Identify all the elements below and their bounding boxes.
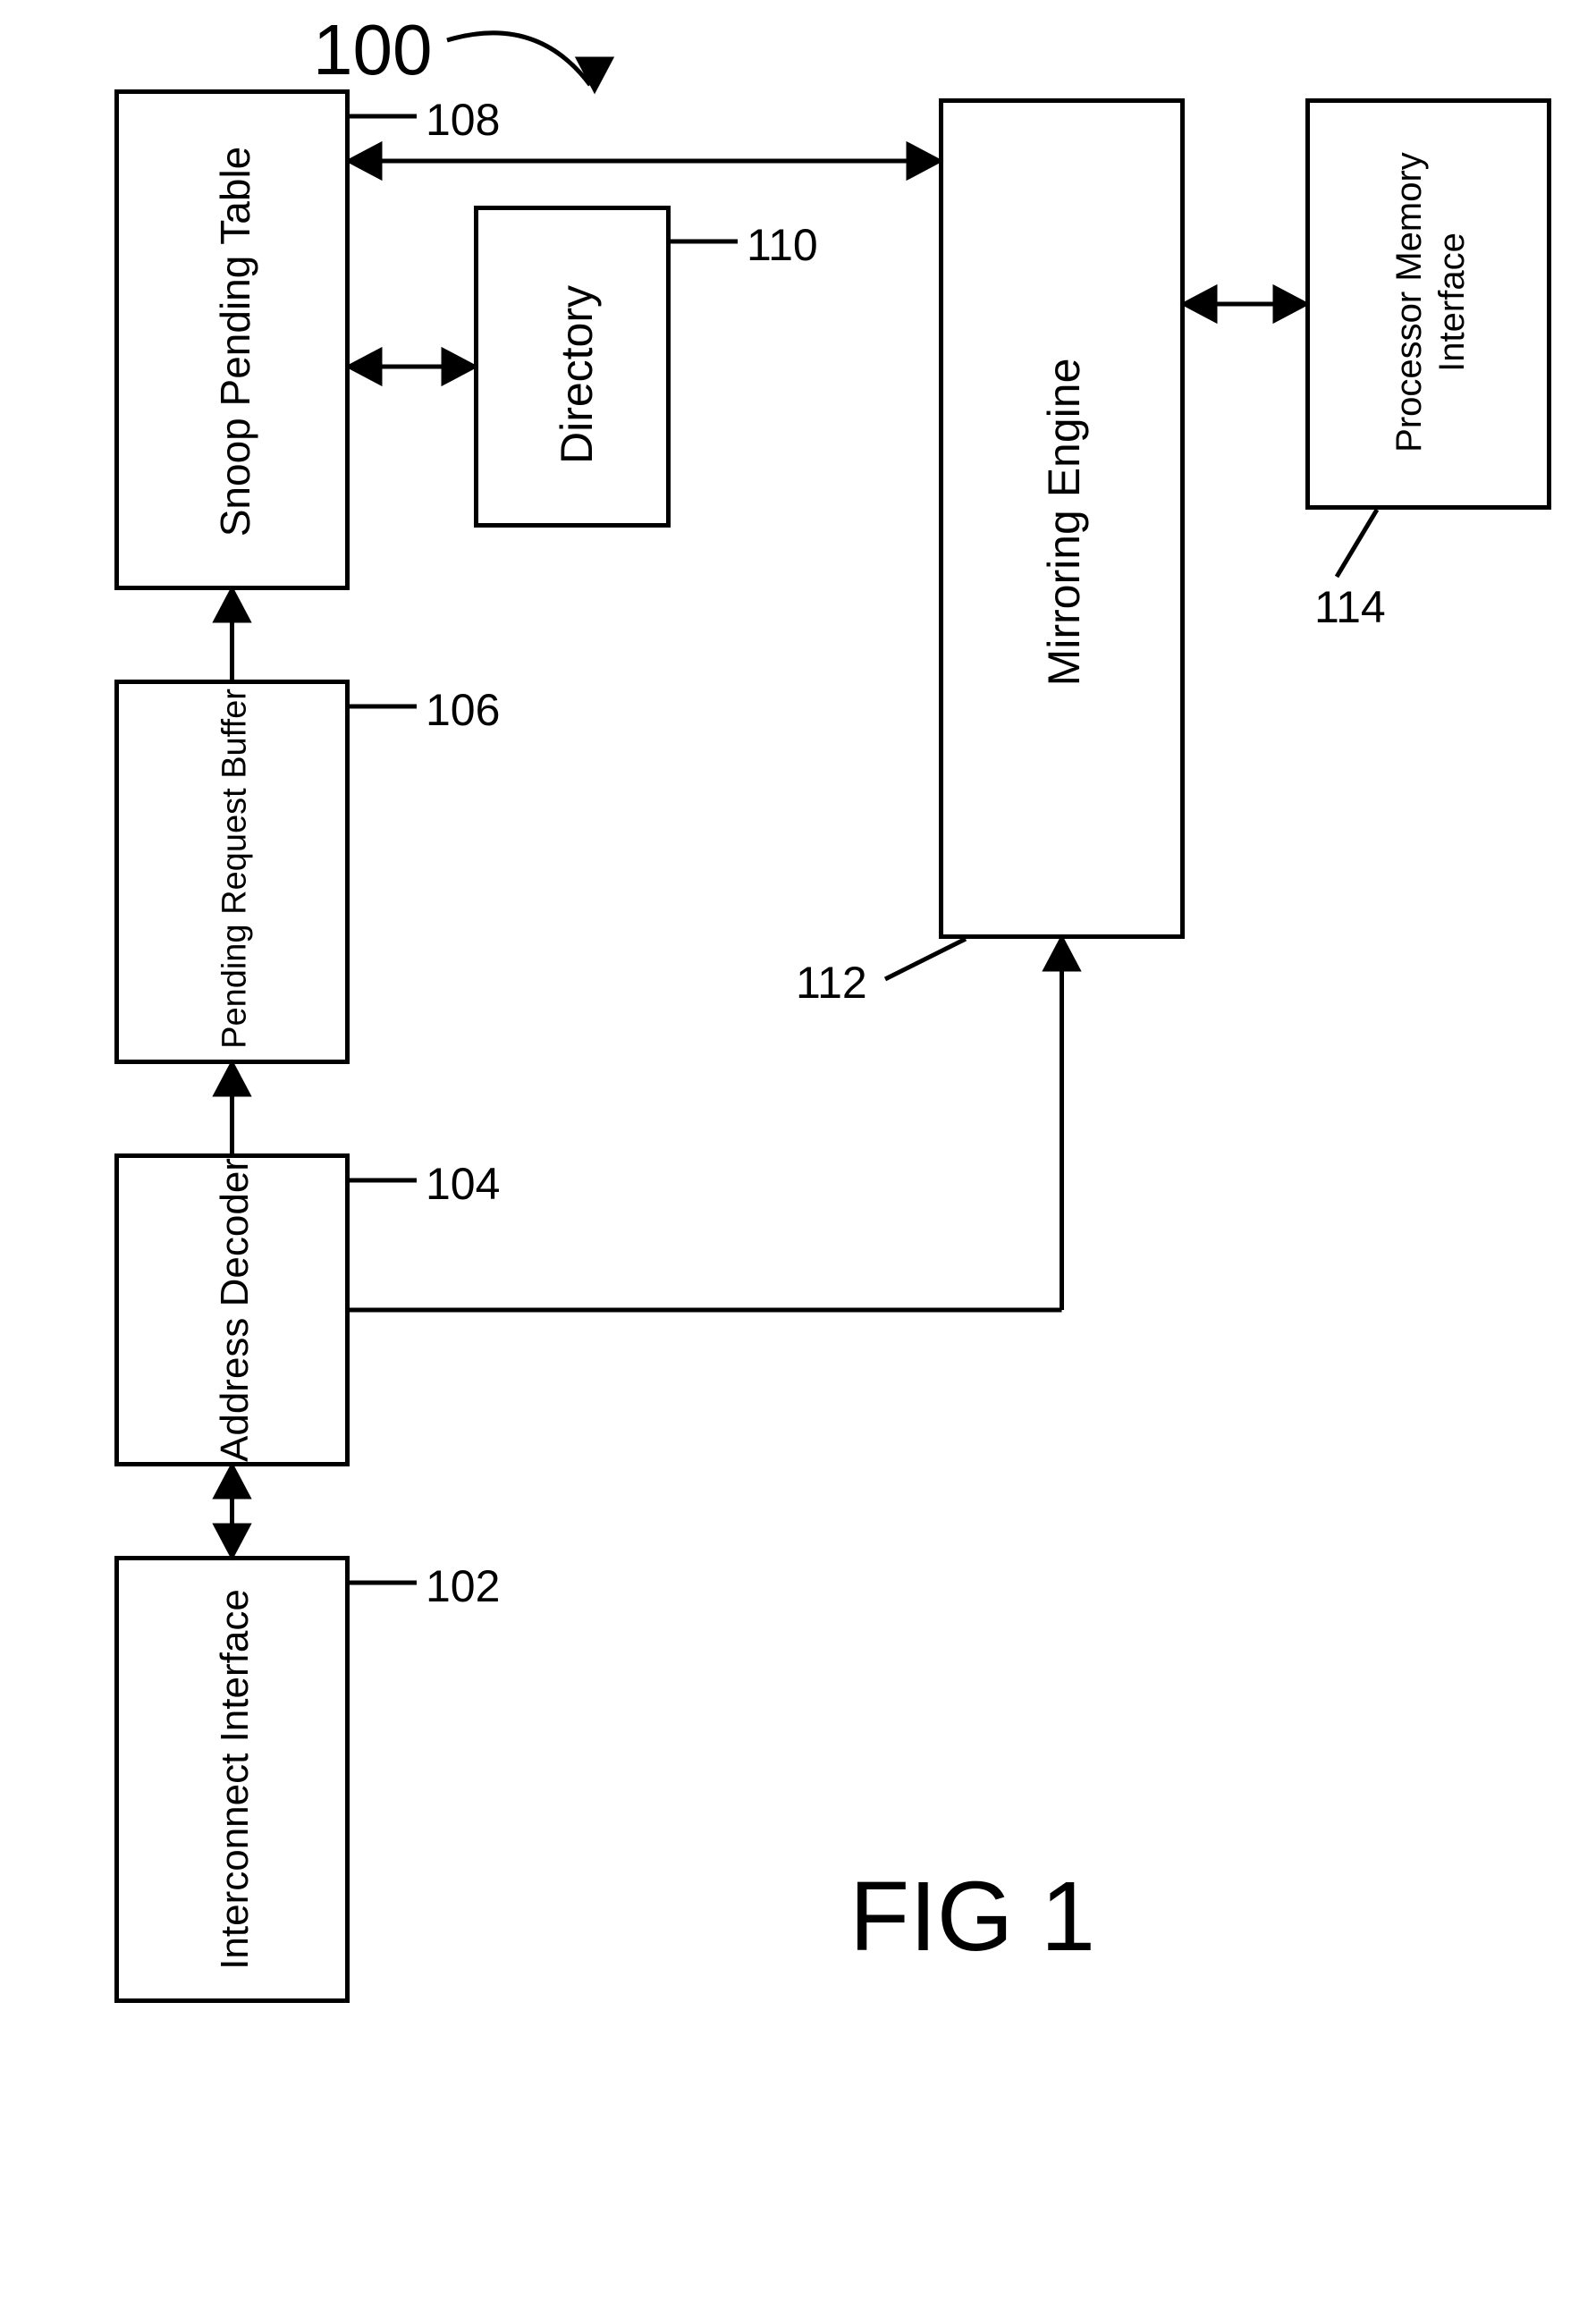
ref-110: 110 xyxy=(747,219,818,271)
mirroring-engine-label: Mirroring Engine xyxy=(1038,321,1090,723)
mirroring-engine-box: Mirroring Engine xyxy=(939,98,1185,939)
snoop-pending-table-box: Snoop Pending Table xyxy=(114,89,350,590)
directory-label: Directory xyxy=(551,241,603,509)
ref-106: 106 xyxy=(426,684,500,736)
directory-box: Directory xyxy=(474,206,671,528)
interconnect-interface-box: Interconnect Interface xyxy=(114,1556,350,2003)
interconnect-interface-label: Interconnect Interface xyxy=(213,1560,258,1998)
ref-102: 102 xyxy=(426,1560,500,1612)
address-decoder-label: Address Decoder xyxy=(213,1118,258,1502)
pending-request-buffer-label: Pending Request Buffer xyxy=(216,672,255,1066)
figure-ref-100: 100 xyxy=(313,9,432,91)
snoop-pending-table-label: Snoop Pending Table xyxy=(211,91,259,592)
ref-108: 108 xyxy=(426,94,500,146)
figure-title: FIG 1 xyxy=(849,1860,1095,1973)
ref-112: 112 xyxy=(796,957,867,1009)
pending-request-buffer-box: Pending Request Buffer xyxy=(114,680,350,1064)
address-decoder-box: Address Decoder xyxy=(114,1153,350,1466)
ref-114: 114 xyxy=(1314,581,1386,633)
processor-memory-interface-label: Processor Memory Interface xyxy=(1388,114,1474,490)
ref-104: 104 xyxy=(426,1158,500,1210)
processor-memory-interface-box: Processor Memory Interface xyxy=(1305,98,1551,510)
